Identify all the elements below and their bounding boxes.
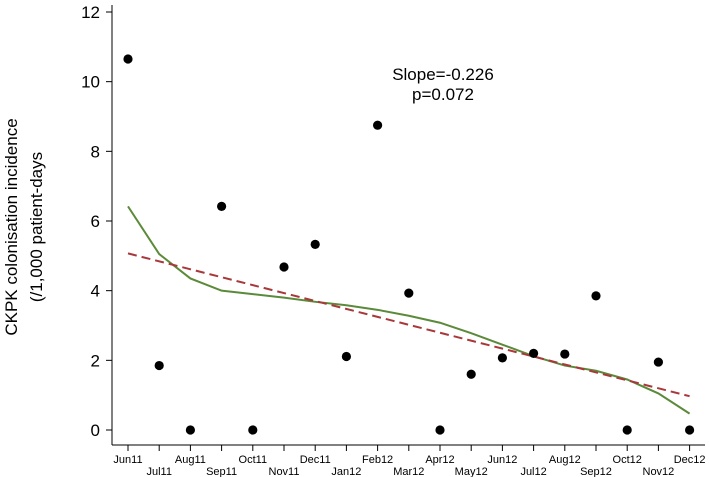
x-tick-label: Aug11: [175, 454, 206, 466]
y-tick-label: 12: [81, 3, 100, 22]
data-point: [560, 349, 570, 359]
x-tick-label: Jun12: [487, 454, 517, 466]
y-tick-label: 10: [81, 73, 100, 92]
data-point: [622, 425, 632, 435]
data-point: [248, 425, 258, 435]
x-tick-label: Oct11: [239, 454, 268, 466]
x-tick-label: Nov11: [269, 466, 300, 477]
trend-line: [127, 252, 690, 398]
p-value-annotation: p=0.072: [412, 85, 474, 104]
x-tick-label: Feb12: [362, 454, 393, 466]
y-axis-title-line-2: (/1,000 patient-days: [27, 152, 46, 302]
annotation: Slope=-0.226 p=0.072: [392, 65, 494, 104]
slope-annotation: Slope=-0.226: [392, 65, 494, 84]
smoothed-line: [127, 205, 691, 415]
data-point: [310, 239, 320, 249]
x-ticks: Jun11 Jul11 Aug11Sep11Oct11Nov11Dec11Jan12…: [113, 445, 705, 477]
x-tick-label: Sep11: [206, 466, 237, 477]
data-point: [185, 425, 195, 435]
y-ticks: 0 2 4 6 8 10 12: [81, 3, 112, 440]
data-point: [466, 369, 476, 379]
data-point: [653, 357, 664, 367]
data-point: [341, 351, 351, 362]
data-point: [279, 262, 289, 272]
data-point: [404, 288, 414, 298]
data-point: [685, 425, 695, 435]
data-point: [123, 54, 133, 64]
y-tick-label: 8: [91, 142, 100, 161]
y-tick-label: 2: [91, 351, 100, 370]
data-point: [529, 348, 539, 358]
x-tick-label: Nov12: [643, 466, 675, 477]
y-axis-title: CKPK colonisation incidence (/1,000 pati…: [2, 118, 46, 335]
data-point: [154, 360, 164, 371]
x-tick-label: Aug12: [549, 454, 581, 466]
y-tick-label: 6: [91, 212, 100, 231]
x-tick-label: Jul12: [520, 466, 546, 477]
data-point: [373, 120, 383, 130]
x-tick-label: May12: [455, 466, 488, 477]
data-point: [217, 201, 227, 211]
data-point: [497, 353, 507, 363]
x-tick-label: Dec11: [300, 454, 331, 466]
x-tick-label: Sep12: [580, 466, 612, 477]
x-tick-label: Apr12: [425, 454, 454, 466]
data-points: [123, 54, 695, 435]
y-tick-label: 0: [91, 421, 100, 440]
data-point: [435, 425, 445, 435]
series-lines: [127, 205, 691, 415]
x-tick-label: Jan12: [331, 466, 361, 477]
data-point: [591, 291, 601, 301]
x-tick-label: Dec12: [674, 454, 706, 466]
y-axis-title-line-1: CKPK colonisation incidence: [2, 118, 21, 335]
x-tick-label: Oct12: [613, 454, 642, 466]
x-tick-label: Mar12: [393, 466, 424, 477]
x-tick-label: Jun11: [113, 454, 142, 466]
y-tick-label: 4: [91, 282, 100, 301]
x-tick-label: Jul11: [146, 466, 171, 477]
